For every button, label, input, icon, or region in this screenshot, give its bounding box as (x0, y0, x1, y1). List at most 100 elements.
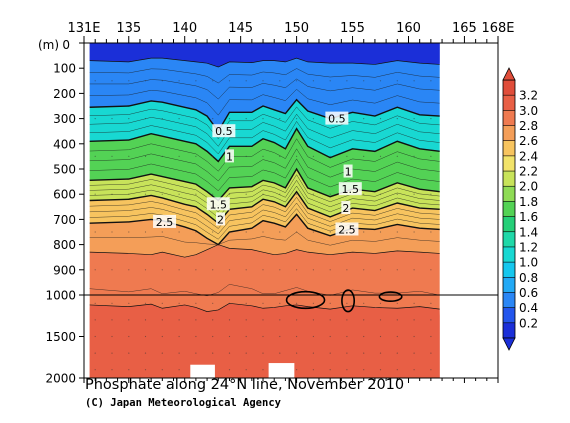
observation-dot (363, 319, 365, 321)
observation-dot (128, 231, 130, 233)
contour-line-2 (89, 190, 440, 225)
observation-dot (396, 302, 398, 304)
observation-dot (379, 335, 382, 338)
observation-dot (245, 302, 247, 304)
observation-dot (279, 319, 281, 321)
thin-contour-line (89, 88, 440, 116)
observation-dot (396, 319, 398, 321)
observation-dot (111, 155, 113, 157)
colorbar-label: 0.4 (519, 301, 538, 315)
masked-region (190, 364, 215, 378)
observation-dot (245, 319, 247, 321)
colorbar-label: 1.4 (519, 225, 538, 239)
observation-dot (212, 269, 214, 271)
observation-dot (212, 193, 214, 195)
observation-dots (94, 80, 432, 371)
observation-dot (329, 302, 331, 304)
observation-dot (430, 302, 432, 304)
contour-label: 2.5 (338, 223, 356, 236)
x-tick-label: 168E (481, 21, 514, 36)
observation-dot (396, 118, 398, 120)
observation-dot (212, 319, 214, 321)
observation-dot (363, 231, 365, 233)
observation-dot (111, 352, 113, 354)
contour-label: 1 (345, 166, 352, 179)
color-band (89, 303, 440, 378)
y-tick-label: 100 (53, 62, 76, 76)
observation-dot (296, 269, 298, 271)
colorbar-label: 2.4 (519, 149, 538, 163)
observation-dot (279, 335, 281, 338)
observation-dot (262, 302, 264, 304)
colorbar-label: 0.8 (519, 271, 538, 285)
color-band (89, 191, 440, 245)
observation-dot (279, 302, 281, 304)
observation-dot (346, 369, 348, 371)
colorbar-segment (503, 201, 515, 217)
observation-dot (212, 118, 214, 120)
observation-dot (195, 118, 197, 120)
observation-dot (94, 352, 96, 354)
observation-dot (144, 352, 147, 354)
observation-dot (94, 369, 96, 371)
x-tick-label: 165 (452, 21, 477, 36)
plot-border (83, 42, 499, 379)
observation-dot (329, 155, 331, 157)
observation-dot (329, 80, 331, 82)
observation-dot (346, 302, 348, 304)
observation-dot (128, 118, 130, 120)
observation-dot (312, 118, 314, 120)
colorbar-segment (503, 80, 515, 96)
observation-dot (262, 80, 264, 82)
observation-dot (161, 269, 163, 271)
observation-dot (228, 231, 231, 233)
observation-dot (363, 118, 365, 120)
observation-dot (396, 335, 398, 338)
plot-frame (83, 42, 499, 379)
observation-dot (195, 335, 197, 338)
contour-line-1.5 (89, 167, 440, 202)
contour-label: 1.5 (342, 183, 360, 196)
thin-contour-line (89, 120, 440, 155)
observation-dot (228, 118, 231, 120)
observation-dot (128, 80, 130, 82)
colorbar-segment (503, 246, 515, 263)
observation-dot (144, 269, 147, 271)
observation-dot (262, 155, 264, 157)
observation-dot (363, 269, 365, 271)
observation-dot (379, 80, 382, 82)
observation-dot (279, 352, 281, 354)
observation-dot (128, 269, 130, 271)
contour-label: 2 (342, 202, 349, 215)
observation-dot (111, 80, 113, 82)
observation-dot (245, 118, 247, 120)
observation-dot (212, 155, 214, 157)
contour-label-bg (335, 222, 359, 236)
observation-dot (413, 369, 415, 371)
observation-dot (329, 352, 331, 354)
observation-dot (128, 352, 130, 354)
observation-dot (413, 231, 415, 233)
thin-contour-line (89, 148, 440, 182)
observation-dot (262, 369, 264, 371)
observation-dot (296, 369, 298, 371)
thin-contour-line (89, 158, 440, 192)
color-band (89, 58, 440, 132)
chart-title: Phosphate along 24°N line, November 2010 (85, 377, 405, 393)
observation-dot (413, 335, 415, 338)
observation-dot (262, 193, 264, 195)
y-axis-ticks: 100 200 300 400 500 600 700 800 900 1000 1500 2000 0 (45, 38, 84, 386)
observation-dot (228, 269, 231, 271)
observation-dot (228, 352, 231, 354)
contour-line-3 (89, 302, 440, 312)
x-tick-label: 135 (116, 21, 141, 36)
observation-dot (195, 269, 197, 271)
observation-dot (195, 155, 197, 157)
x-tick-label: 155 (340, 21, 365, 36)
y-tick-label: 200 (53, 87, 76, 101)
closed-contour-3.0 (341, 289, 356, 313)
observation-dot (94, 80, 96, 82)
x-axis-ticks: 131E 135 140 145 150 155 160 165 168E (67, 21, 515, 383)
observation-dot (262, 352, 264, 354)
observation-dot (430, 80, 432, 82)
